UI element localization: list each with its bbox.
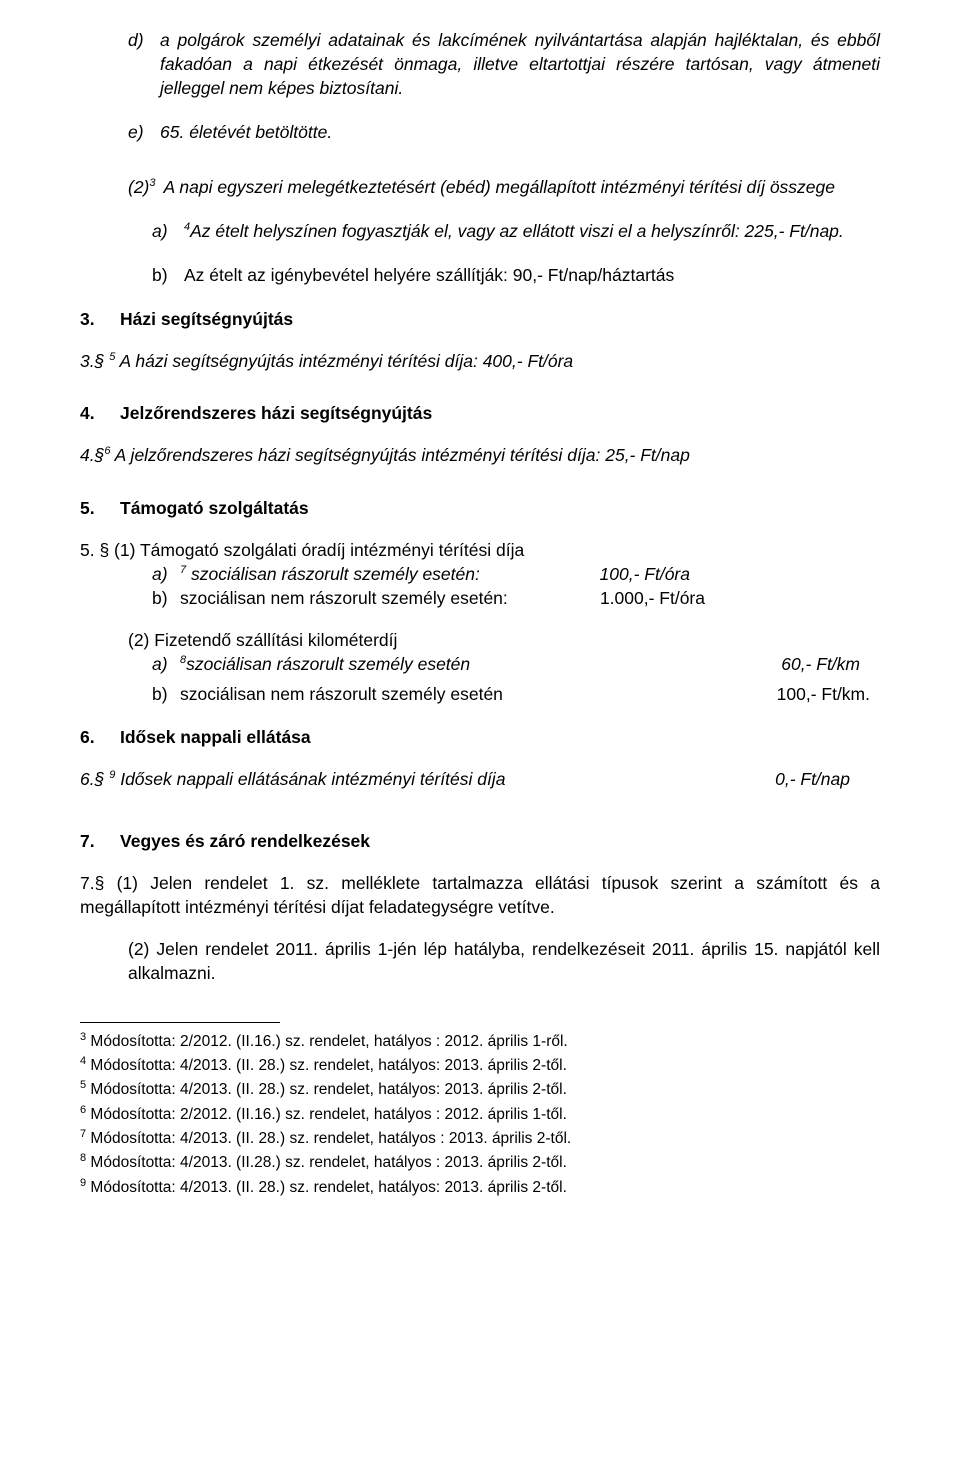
item-d-text: a polgárok személyi adatainak és lakcímé… xyxy=(160,28,880,100)
footnote-separator xyxy=(80,1022,280,1023)
section-6-num: 6. xyxy=(80,725,100,749)
footnote-5: 5 Módosította: 4/2013. (II. 28.) sz. ren… xyxy=(80,1079,880,1100)
section-3-num: 3. xyxy=(80,307,100,331)
footnote-3: 3 Módosította: 2/2012. (II.16.) sz. rend… xyxy=(80,1031,880,1052)
item-e: e) 65. életévét betöltötte. xyxy=(80,120,880,144)
para-5-1b-marker: b) xyxy=(152,586,172,610)
section-7-num: 7. xyxy=(80,829,100,853)
para-2-text: A napi egyszeri melegétkeztetésért (ebéd… xyxy=(164,175,836,199)
para-5-1a-val: 100,- Ft/óra xyxy=(580,562,880,586)
section-5-heading: 5. Támogató szolgáltatás xyxy=(80,496,880,520)
para-4s: 4.§6 A jelzőrendszeres házi segítségnyúj… xyxy=(80,443,880,467)
section-7-heading: 7. Vegyes és záró rendelkezések xyxy=(80,829,880,853)
footnote-7: 7 Módosította: 4/2013. (II. 28.) sz. ren… xyxy=(80,1128,880,1149)
para-5-2b-marker: b) xyxy=(152,682,172,706)
section-6-heading: 6. Idősek nappali ellátása xyxy=(80,725,880,749)
footnote-4: 4 Módosította: 4/2013. (II. 28.) sz. ren… xyxy=(80,1055,880,1076)
section-7-title: Vegyes és záró rendelkezések xyxy=(120,829,370,853)
para-6s-text: 6.§ 9 Idősek nappali ellátásának intézmé… xyxy=(80,767,755,791)
para-5-2b-val: 100,- Ft/km. xyxy=(757,682,880,706)
footnote-8: 8 Módosította: 4/2013. (II.28.) sz. rend… xyxy=(80,1152,880,1173)
para-2b-marker: b) xyxy=(152,263,176,287)
footnote-6: 6 Módosította: 2/2012. (II.16.) sz. rend… xyxy=(80,1104,880,1125)
section-4-title: Jelzőrendszeres házi segítségnyújtás xyxy=(120,401,432,425)
para-3s: 3.§ 5 A házi segítségnyújtás intézményi … xyxy=(80,349,880,373)
para-5-1a: a) 7 szociálisan rászorult személy eseté… xyxy=(80,562,880,586)
para-5-2a-marker: a) xyxy=(152,652,172,676)
para-5-2: (2) Fizetendő szállítási kilométerdíj xyxy=(80,628,880,652)
para-7-2: (2) Jelen rendelet 2011. április 1-jén l… xyxy=(80,937,880,985)
section-5-title: Támogató szolgáltatás xyxy=(120,496,309,520)
para-2: (2)3 A napi egyszeri melegétkeztetésért … xyxy=(80,175,880,199)
para-5-1b: b) szociálisan nem rászorult személy ese… xyxy=(80,586,880,610)
para-5-1b-val: 1.000,- Ft/óra xyxy=(580,586,880,610)
footnote-9: 9 Módosította: 4/2013. (II. 28.) sz. ren… xyxy=(80,1177,880,1198)
para-2a-marker: a) xyxy=(152,219,176,243)
para-5-2a-val: 60,- Ft/km xyxy=(761,652,880,676)
section-6-title: Idősek nappali ellátása xyxy=(120,725,311,749)
section-5-num: 5. xyxy=(80,496,100,520)
para-5-1a-marker: a) xyxy=(152,562,172,586)
section-3-title: Házi segítségnyújtás xyxy=(120,307,293,331)
para-5-2b-text: szociálisan nem rászorult személy esetén xyxy=(180,682,749,706)
para-5-2b: b) szociálisan nem rászorult személy ese… xyxy=(80,682,880,706)
para-7-1: 7.§ (1) Jelen rendelet 1. sz. melléklete… xyxy=(80,871,880,919)
item-e-marker: e) xyxy=(128,120,152,144)
section-3-heading: 3. Házi segítségnyújtás xyxy=(80,307,880,331)
para-6s: 6.§ 9 Idősek nappali ellátásának intézmé… xyxy=(80,767,880,791)
para-5-1: 5. § (1) Támogató szolgálati óradíj inté… xyxy=(80,538,880,562)
para-2-marker: (2)3 xyxy=(128,175,156,199)
para-2a: a) 4Az ételt helyszínen fogyasztják el, … xyxy=(80,219,880,243)
para-5-1a-text: 7 szociálisan rászorult személy esetén: xyxy=(180,562,572,586)
para-2a-text: 4Az ételt helyszínen fogyasztják el, vag… xyxy=(184,219,844,243)
para-5-1b-text: szociálisan nem rászorult személy esetén… xyxy=(180,586,572,610)
para-5-2a: a) 8szociálisan rászorult személy esetén… xyxy=(80,652,880,676)
para-5-2a-text: 8szociálisan rászorult személy esetén xyxy=(180,652,753,676)
item-d: d) a polgárok személyi adatainak és lakc… xyxy=(80,28,880,100)
para-6s-val: 0,- Ft/nap xyxy=(755,767,880,791)
para-2b: b) Az ételt az igénybevétel helyére szál… xyxy=(80,263,880,287)
item-e-text: 65. életévét betöltötte. xyxy=(160,120,332,144)
section-4-num: 4. xyxy=(80,401,100,425)
footnotes: 3 Módosította: 2/2012. (II.16.) sz. rend… xyxy=(80,1031,880,1199)
para-2b-text: Az ételt az igénybevétel helyére szállít… xyxy=(184,263,674,287)
section-4-heading: 4. Jelzőrendszeres házi segítségnyújtás xyxy=(80,401,880,425)
item-d-marker: d) xyxy=(128,28,152,100)
